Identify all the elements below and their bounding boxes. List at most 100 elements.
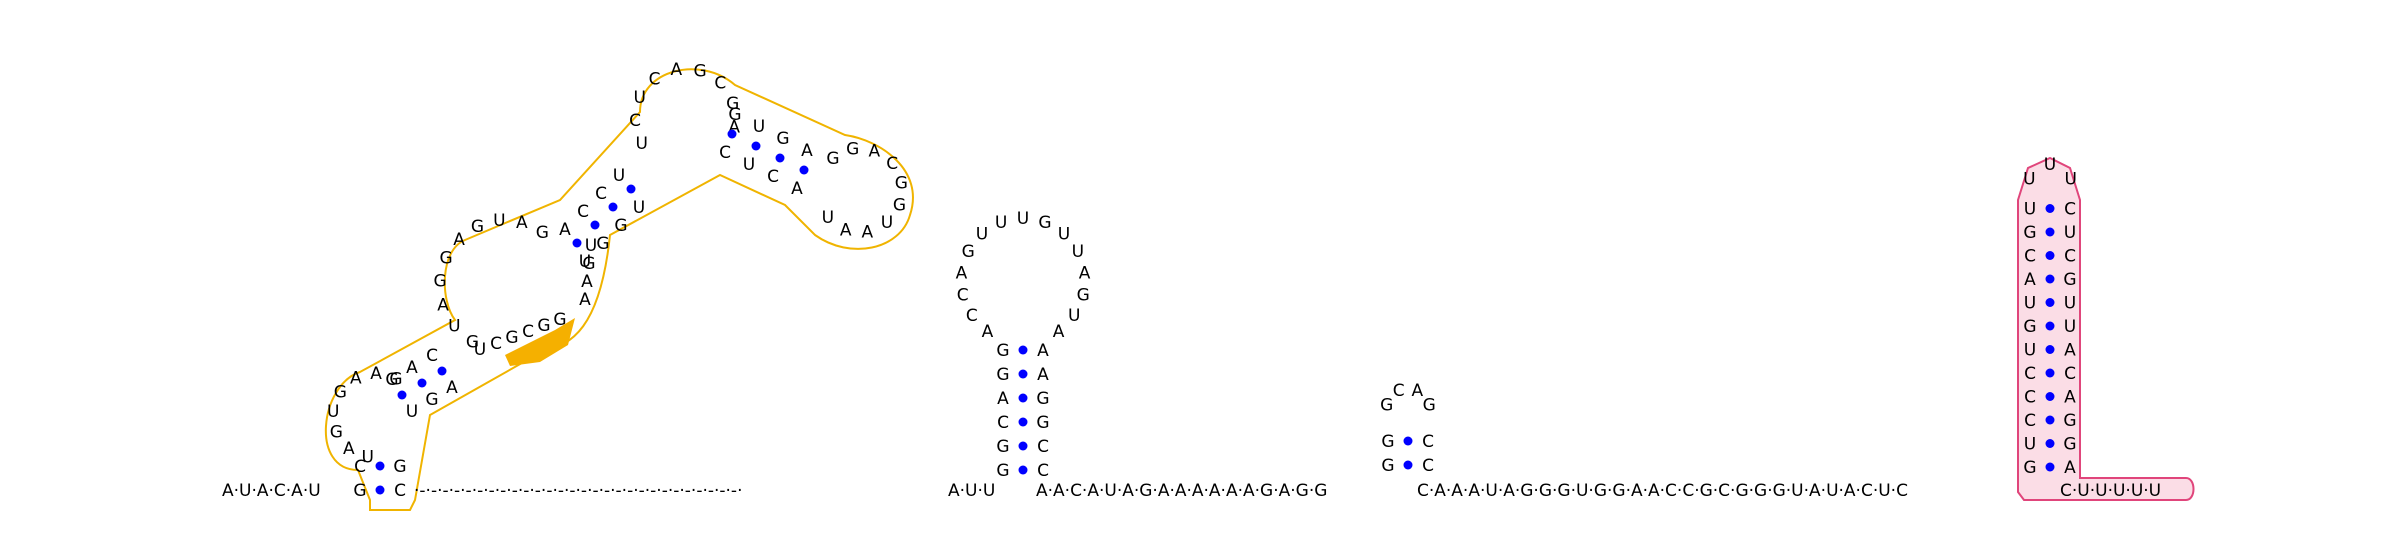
hairpin2-loop-base: C [966,306,978,326]
domain1-loop2-base: A [437,296,449,316]
domain1-stem1-pair-dot [375,485,385,495]
hairpin4-stem-right-base: U [2064,317,2076,337]
hairpin4-stem-right-base: U [2064,223,2076,243]
hairpin2-stem-right-base: A [1037,365,1049,385]
hairpin2-stem-right-base: C [1037,437,1049,457]
domain1-loop2-top-base: A [453,230,465,250]
domain1-stem3-left-base: C [595,184,607,204]
hairpin4-stem-right-base: C [2064,247,2076,267]
domain1-loop2-bottom-base: G [505,328,518,348]
hairpin4-stem-left-base: A [2024,270,2036,290]
hairpin2-loop-base: U [1058,225,1070,245]
hairpin2-loop-base: U [976,225,988,245]
domain1-loop4-base: G [846,140,859,160]
domain1-stem1-left-base: C [354,457,366,477]
domain1-loop4-base: A [840,220,852,240]
domain1-loop2-bottom-base: C [490,334,502,354]
hairpin2-loop-base: G [962,242,975,262]
domain1-stem1-right-base: G [393,457,406,477]
segment-d: C·U·U·U·U·U [2060,481,2161,501]
domain1-stem3-extra-base: G [582,254,595,274]
domain1-stem2-right-base: G [425,390,438,410]
domain1-loop4-base: G [895,174,908,194]
domain1-stem3-pair-dot [590,220,600,230]
domain1-stem1-right-base: C [394,481,406,501]
hairpin2-loop-base: A [956,263,968,283]
hairpin2-loop-base: U [1017,209,1029,229]
hairpin2-loop-base: A [1053,322,1065,342]
domain1-loop2-bottom-base: G [553,310,566,330]
hairpin4-pair-dot [2045,321,2055,331]
domain1-loop2-bottom-base: U [474,340,486,360]
domain1-stem2-right-base: A [446,378,458,398]
hairpin3-stem-right-base: C [1422,456,1434,476]
domain1-stem3-extra-base: U [585,236,597,256]
domain1-stem4-left-base: A [801,141,813,161]
domain1-loop1-base: G [330,422,343,442]
domain1-stem3-right-base: G [596,234,609,254]
domain1-loop1-base: G [389,370,402,390]
domain1-stem3-pair-dot [626,184,636,194]
domain1-stem4-right-base: A [791,179,803,199]
hairpin2-pair-dot [1018,345,1028,355]
hairpin4-pair-dot [2045,392,2055,401]
domain1-loop1-base: U [361,447,373,467]
domain1-loop2-top-base: G [536,223,549,243]
domain1-stem3-right-base: G [614,216,627,236]
hairpin4-stem-right-base: A [2064,458,2076,478]
hairpin4-pair-dot [2045,274,2055,284]
hairpin2-stem-left-base: G [996,341,1009,361]
hairpin3-bases: G CG CGC AG [1380,381,1436,476]
hairpin4-stem-left-base: U [2024,294,2036,314]
domain1-stem3-pair-dot [572,238,582,248]
hairpin4-pair-dot [2045,415,2055,425]
hairpin4-stem-left-base: C [2024,411,2036,431]
hairpin4-loop-base: U [2023,169,2035,189]
hairpin4-loop-base: U [2064,169,2076,189]
hairpin3-pair-dot [1403,436,1413,446]
segment-a: A·U·U [948,481,995,501]
domain1-stem2-right-base: U [406,402,418,422]
domain1-stem4-pair-dot [775,153,785,163]
hairpin2-stem-left-base: G [996,365,1009,385]
hairpin2-loop-base: G [1077,286,1090,306]
domain1-loop2-base: G [439,249,452,269]
domain1-loop4-base: G [893,195,906,215]
domain1-loop1-base: G [334,382,347,402]
hairpin4-stem-right-base: A [2064,388,2076,408]
domain1-stem1-pair-dot [375,461,385,471]
hairpin2-stem-right-base: C [1037,461,1049,481]
domain1-loop1-base: A [350,369,362,389]
domain1-loop1-base: A [343,439,355,459]
domain1-loop2-bottom-base: C [522,322,534,342]
hairpin4-pair-dot [2045,462,2055,472]
domain1-stem4-pair-dot [799,165,809,175]
domain1-stem3-left-base: U [613,166,625,186]
domain1-stem2-left-base: A [406,358,418,378]
hairpin3-loop-base: A [1411,381,1423,401]
linker-strand: ·-·-·-·-·-·-·-·-·-·-·-·-·-·-·-·-·-·-·-·-… [414,481,742,501]
domain1-loop3-base: A [670,60,682,80]
domain1-loop3-base: C [649,69,661,89]
hairpin2-stem-right-base: G [1036,413,1049,433]
hairpin4-stem-left-base: U [2024,435,2036,455]
domain1-stem4-left-base: G [776,129,789,149]
domain1-loop4-base: U [881,213,893,233]
domain1-stem3-extra-base: A [581,272,593,292]
hairpin2-loop-base: G [1038,213,1051,233]
domain1-stem3-pair-dot [608,202,618,212]
domain1-stem1-left-base: G [353,481,366,501]
domain1-stem2-left-base: C [426,346,438,366]
domain1-loop2-top-base: U [493,211,505,231]
hairpin4-pair-dot [2045,345,2055,354]
hairpin2-pair-dot [1018,417,1028,427]
hairpin4-stem-right-base: G [2063,270,2076,290]
hairpin4-stem-right-base: G [2063,411,2076,431]
hairpin3-stem-left-base: G [1381,432,1394,452]
domain1-stem3-right-base: U [579,252,591,272]
domain1-loop4-base: A [869,142,881,162]
